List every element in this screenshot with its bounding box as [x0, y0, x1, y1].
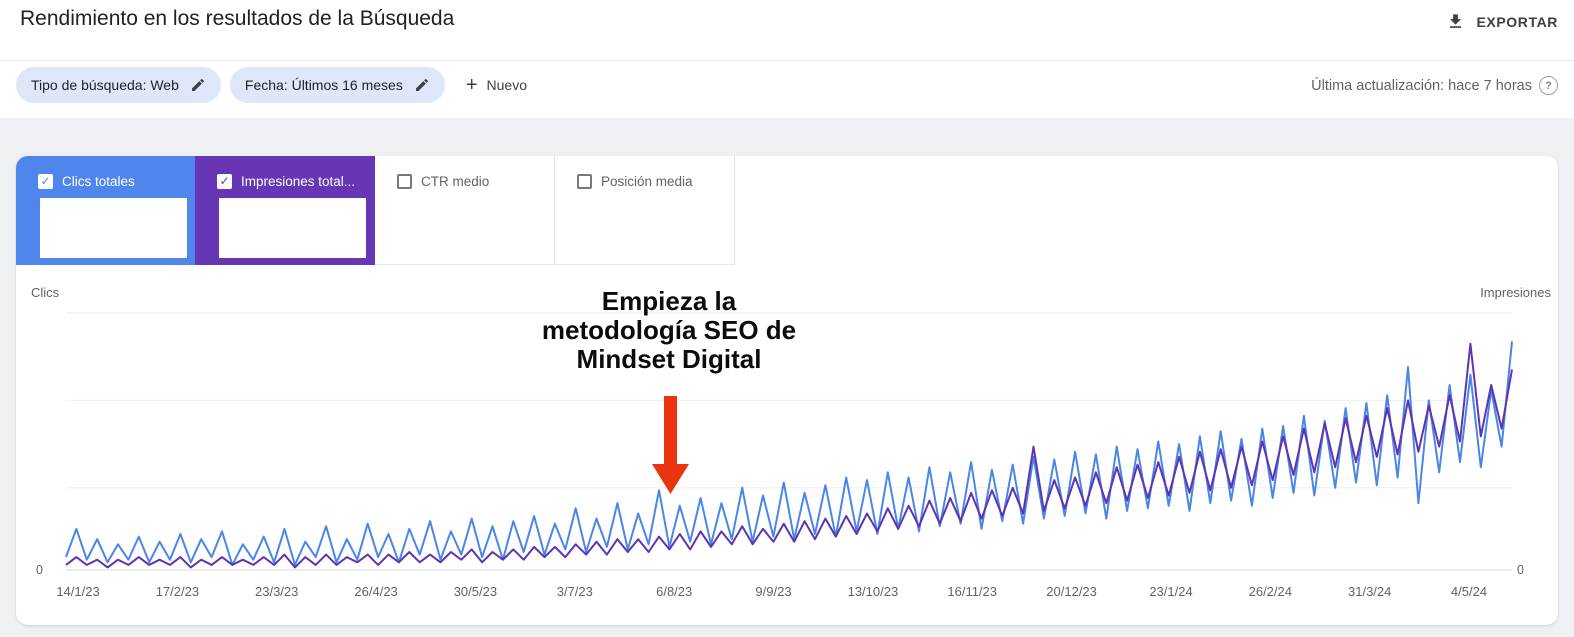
- x-axis-label: 31/3/24: [1348, 584, 1392, 599]
- export-button[interactable]: EXPORTAR: [1446, 12, 1558, 31]
- search-type-filter-label: Tipo de búsqueda: Web: [31, 77, 179, 93]
- x-axis-label: 20/12/23: [1046, 584, 1097, 599]
- checkbox-checked-icon[interactable]: ✓: [217, 174, 232, 189]
- x-axis-label: 26/2/24: [1248, 584, 1292, 599]
- x-axis-label: 14/1/23: [56, 584, 100, 599]
- download-icon: [1446, 12, 1465, 31]
- metric-card-label: Impresiones total...: [241, 174, 356, 189]
- x-axis-label: 16/11/23: [947, 584, 998, 599]
- x-axis-labels: 14/1/23 17/2/23 23/3/23 26/4/23 30/5/23 3/7/2…: [16, 584, 1558, 604]
- metric-card-impressions[interactable]: ✓ Impresiones total...: [195, 156, 375, 265]
- x-axis-label: 6/8/23: [656, 584, 693, 599]
- series-line-impresiones-totales: [65, 342, 1513, 569]
- metric-card-position[interactable]: Posición media: [555, 156, 735, 265]
- help-icon[interactable]: ?: [1539, 76, 1558, 95]
- redacted-value: [40, 198, 187, 258]
- left-axis-label: Clics: [31, 285, 60, 300]
- annotation-line: metodología SEO de: [541, 315, 797, 345]
- annotation-line: Mindset Digital: [576, 344, 762, 374]
- date-filter-chip[interactable]: Fecha: Últimos 16 meses: [229, 67, 445, 103]
- x-axis-label: 4/5/24: [1450, 584, 1488, 599]
- x-axis-label: 13/10/23: [847, 584, 899, 599]
- x-axis-label: 17/2/23: [155, 584, 200, 599]
- edit-pencil-icon[interactable]: [414, 77, 430, 93]
- x-axis-label: 26/4/23: [354, 584, 398, 599]
- new-filter-button[interactable]: + Nuevo: [466, 75, 527, 95]
- x-axis-label: 23/3/23: [255, 584, 299, 599]
- edit-pencil-icon[interactable]: [190, 77, 206, 93]
- x-axis-label: 9/9/23: [755, 584, 792, 599]
- chart-plot[interactable]: [16, 156, 1558, 625]
- checkbox-unchecked-icon[interactable]: [397, 174, 412, 189]
- metric-card-label: Clics totales: [62, 174, 135, 189]
- redacted-value: [219, 198, 366, 258]
- x-axis-label: 30/5/23: [453, 584, 498, 599]
- annotation-arrow: [652, 396, 689, 494]
- page-header: Rendimiento en los resultados de la Búsq…: [0, 0, 1574, 118]
- last-update-text: Última actualización: hace 7 horas: [1311, 77, 1532, 94]
- checkbox-unchecked-icon[interactable]: [577, 174, 592, 189]
- plus-icon: +: [465, 74, 478, 96]
- annotation-line: Empieza la: [601, 286, 737, 316]
- date-filter-label: Fecha: Últimos 16 meses: [244, 77, 403, 93]
- annotation-text: Empieza la metodología SEO de Mindset Di…: [499, 287, 839, 374]
- page-title: Rendimiento en los resultados de la Búsq…: [20, 7, 455, 30]
- x-axis-label: 23/1/24: [1149, 584, 1193, 599]
- metric-card-label: CTR medio: [421, 174, 490, 189]
- performance-panel: ✓ Clics totales ✓ Impresiones total... C…: [16, 156, 1558, 625]
- y-origin-label-left: 0: [36, 563, 43, 577]
- x-axis-label: 3/7/23: [556, 584, 593, 599]
- right-axis-label: Impresiones: [1480, 285, 1551, 300]
- series-line-clics-totales: [65, 341, 1513, 566]
- export-label: EXPORTAR: [1476, 13, 1558, 30]
- checkbox-checked-icon[interactable]: ✓: [38, 174, 53, 189]
- metric-cards-row: ✓ Clics totales ✓ Impresiones total... C…: [16, 156, 735, 265]
- last-update: Última actualización: hace 7 horas ?: [1311, 76, 1558, 95]
- header-divider: [0, 60, 1574, 61]
- metric-card-clicks[interactable]: ✓ Clics totales: [16, 156, 195, 265]
- metric-card-ctr[interactable]: CTR medio: [375, 156, 555, 265]
- y-origin-label-right: 0: [1517, 563, 1524, 577]
- new-filter-label: Nuevo: [486, 77, 527, 93]
- filter-chips-row: Tipo de búsqueda: Web Fecha: Últimos 16 …: [16, 67, 527, 103]
- metric-card-label: Posición media: [601, 174, 693, 189]
- search-type-filter-chip[interactable]: Tipo de búsqueda: Web: [16, 67, 221, 103]
